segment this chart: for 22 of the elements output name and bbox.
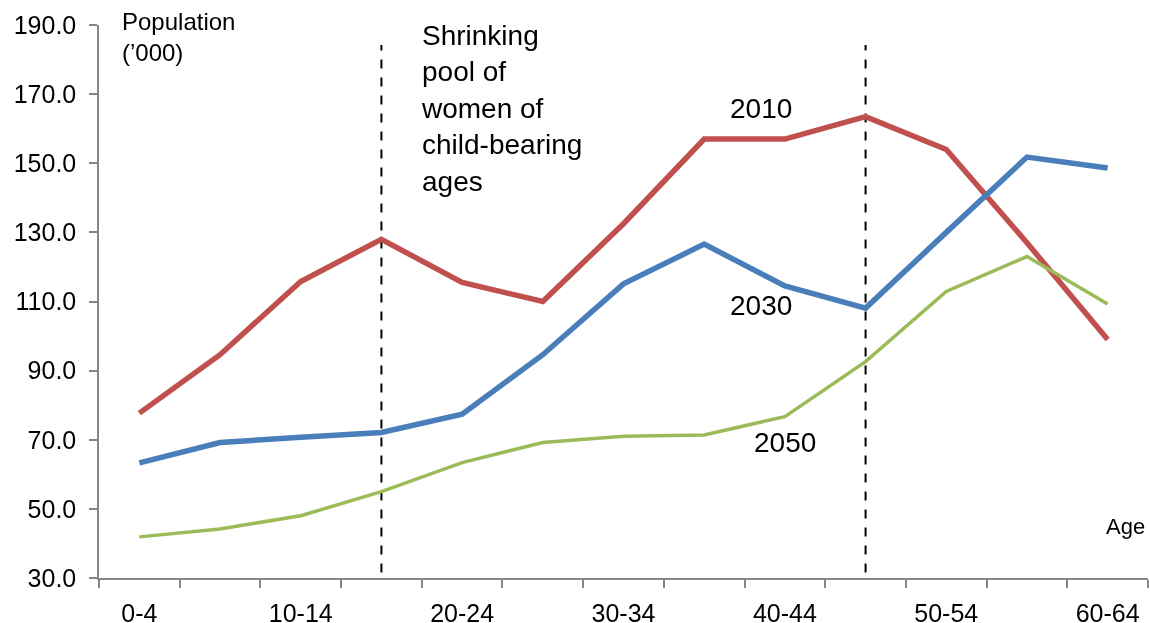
x-tick-label: 60-64: [1075, 598, 1140, 623]
series-label: 2050: [754, 427, 817, 458]
y-tick-label: 170.0: [13, 79, 77, 108]
series-label: 2010: [730, 93, 793, 124]
x-tick-label: 30-34: [591, 598, 656, 623]
x-axis-title: Age: [1106, 514, 1146, 539]
y-tick-label: 110.0: [15, 287, 77, 316]
annotation: Shrinking pool of women of child-bearing ages: [421, 20, 583, 197]
y-tick-label: 50.0: [27, 494, 77, 523]
y-tick-label: 150.0: [13, 149, 77, 177]
y-axis-title: Population (’000): [122, 8, 236, 67]
y-tick-label: 90.0: [27, 356, 77, 385]
y-tick-label: 190.0: [13, 10, 77, 39]
x-tick-label: 10-14: [268, 598, 333, 623]
x-tick-label: 40-44: [752, 598, 817, 623]
x-tick-label: 20-24: [430, 598, 495, 623]
y-tick-label: 130.0: [13, 218, 77, 247]
y-tick-label: 70.0: [27, 425, 77, 454]
series-label: 2030: [730, 290, 793, 321]
y-tick-label: 30.0: [27, 563, 77, 592]
x-tick-label: 0-4: [121, 598, 158, 623]
x-tick-label: 50-54: [914, 598, 979, 623]
